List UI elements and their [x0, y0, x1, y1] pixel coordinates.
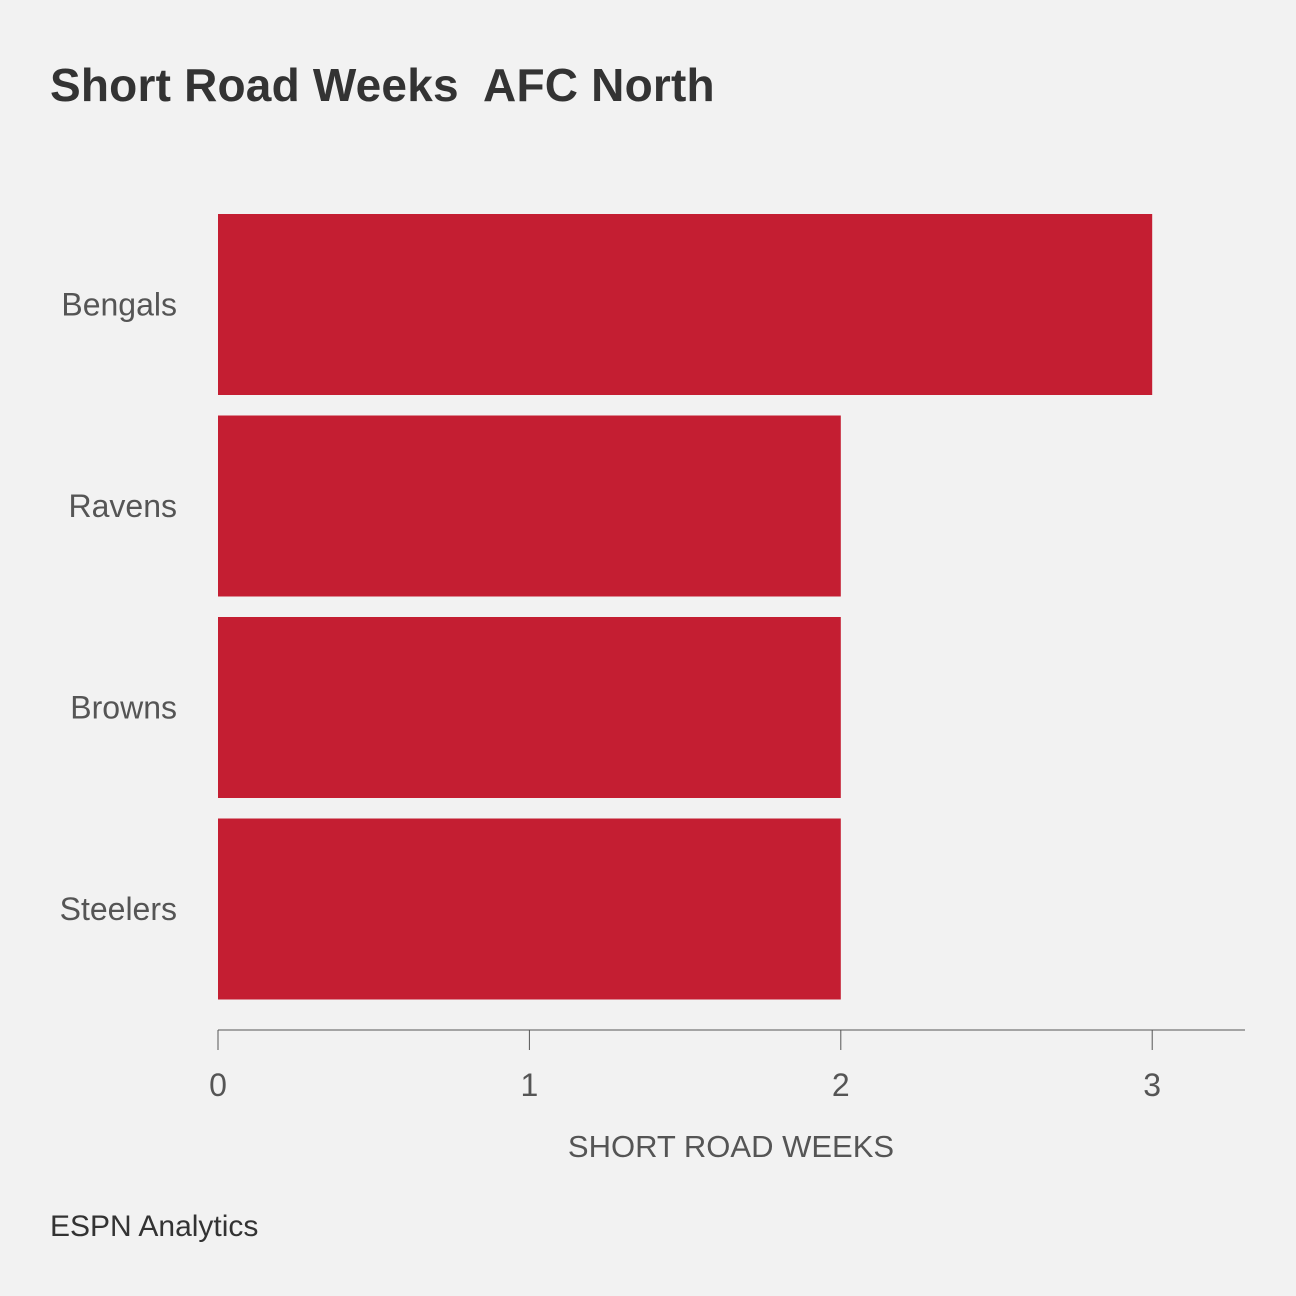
- x-axis: 0 1 2 3: [209, 1029, 1245, 1103]
- x-tick-label-0: 0: [209, 1067, 227, 1103]
- source-credit: ESPN Analytics: [50, 1210, 259, 1243]
- bar-browns: [218, 617, 841, 798]
- x-axis-title: SHORT ROAD WEEKS: [568, 1129, 894, 1164]
- category-labels: Bengals Ravens Browns Steelers: [60, 287, 177, 928]
- category-label-browns: Browns: [70, 690, 177, 726]
- category-label-steelers: Steelers: [60, 891, 177, 927]
- bar-ravens: [218, 415, 841, 597]
- category-label-ravens: Ravens: [69, 488, 178, 524]
- chart-title: Short Road Weeks AFC North: [50, 59, 715, 111]
- x-tick-label-2: 2: [832, 1067, 850, 1103]
- category-label-bengals: Bengals: [61, 287, 177, 323]
- x-tick-label-1: 1: [521, 1067, 539, 1103]
- bar-bengals: [218, 214, 1153, 395]
- bars-layer: [218, 214, 1153, 1000]
- x-tick-label-3: 3: [1143, 1067, 1161, 1103]
- bar-steelers: [218, 818, 841, 1000]
